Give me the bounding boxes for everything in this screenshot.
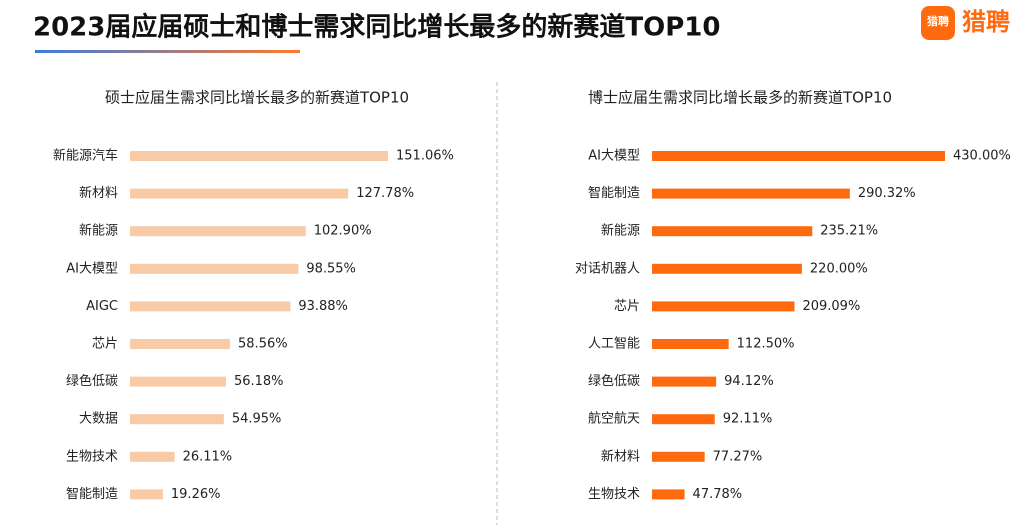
value-label: 54.95% [232, 412, 282, 427]
category-label: 新能源 [601, 223, 640, 239]
category-label: AI大模型 [66, 261, 118, 276]
chart-title: 硕士应届生需求同比增长最多的新赛道TOP10 [105, 89, 409, 107]
value-label: 151.06% [396, 149, 454, 164]
category-label: 新材料 [601, 448, 640, 464]
chart-title: 博士应届生需求同比增长最多的新赛道TOP10 [588, 89, 892, 107]
bar [130, 151, 388, 161]
category-label: 智能制造 [66, 487, 118, 502]
category-label: 大数据 [79, 412, 118, 427]
bar [652, 188, 850, 199]
value-label: 98.55% [306, 261, 356, 276]
value-label: 94.12% [724, 374, 774, 389]
bar [652, 226, 813, 237]
category-label: 新材料 [79, 185, 118, 201]
bar [652, 301, 795, 312]
value-label: 209.09% [802, 299, 860, 314]
category-label: 新能源 [79, 223, 118, 239]
category-label: 对话机器人 [575, 261, 640, 276]
value-label: 92.11% [723, 412, 773, 427]
bar [130, 414, 224, 425]
category-label: 生物技术 [588, 487, 640, 502]
value-label: 430.00% [953, 149, 1011, 164]
bar [130, 301, 291, 312]
logo-icon-text: 猎聘 [927, 14, 949, 28]
logo-icon [921, 6, 955, 40]
bar [130, 226, 306, 237]
category-label: 新能源汽车 [53, 148, 118, 164]
bar [130, 451, 175, 462]
category-label: 人工智能 [588, 337, 640, 352]
value-label: 235.21% [820, 224, 878, 239]
bar [652, 414, 715, 425]
title-underline [35, 50, 300, 53]
bar [130, 188, 349, 199]
value-label: 58.56% [238, 337, 288, 352]
category-label: 智能制造 [588, 186, 640, 201]
value-label: 93.88% [298, 299, 348, 314]
bar [652, 263, 802, 274]
bar [130, 339, 231, 349]
bar [652, 151, 945, 161]
value-label: 26.11% [183, 449, 233, 464]
bar [652, 376, 717, 387]
bar [652, 451, 705, 462]
value-label: 112.50% [737, 337, 795, 352]
category-label: 绿色低碳 [66, 373, 118, 389]
category-label: 芯片 [614, 299, 640, 314]
category-label: 绿色低碳 [588, 373, 640, 389]
bar [130, 263, 299, 274]
value-label: 56.18% [234, 374, 284, 389]
value-label: 220.00% [810, 261, 868, 276]
page-title: 2023届应届硕士和博士需求同比增长最多的新赛道TOP10 [33, 12, 720, 43]
bar [130, 376, 226, 387]
category-label: 航空航天 [588, 411, 640, 427]
bar [652, 489, 685, 500]
category-label: 芯片 [92, 337, 118, 352]
category-label: AI大模型 [588, 149, 640, 164]
value-label: 127.78% [356, 186, 414, 201]
bar [130, 489, 163, 500]
category-label: AIGC [86, 299, 118, 314]
value-label: 102.90% [314, 224, 372, 239]
value-label: 47.78% [693, 487, 743, 502]
category-label: 生物技术 [66, 449, 118, 464]
value-label: 290.32% [858, 186, 916, 201]
bar [652, 339, 729, 349]
value-label: 19.26% [171, 487, 221, 502]
value-label: 77.27% [713, 449, 763, 464]
logo-text: 猎聘 [962, 8, 1010, 36]
